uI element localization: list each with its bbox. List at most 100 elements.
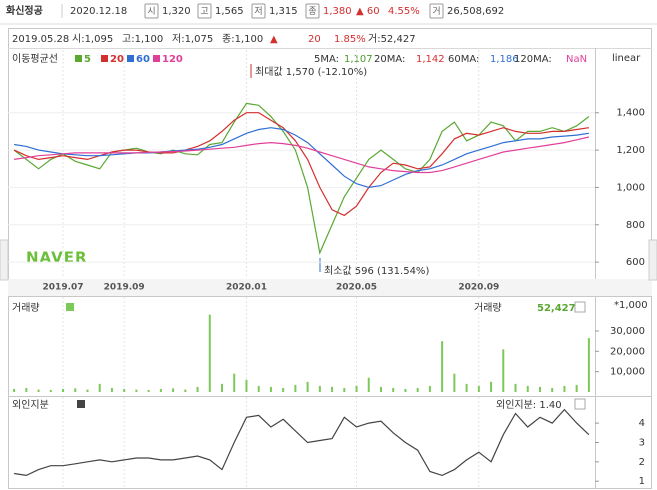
y-tick-label: 2 — [639, 457, 645, 468]
volume-bar — [135, 389, 138, 392]
close-button[interactable] — [574, 301, 586, 313]
volume-bar — [208, 314, 211, 392]
legend: 5 20 60 120 — [75, 54, 183, 65]
annotation: 최대값 1,570 (-12.10%) — [255, 66, 367, 78]
ma-value: NaN — [566, 54, 587, 65]
info-volume: 거:52,427 — [368, 33, 416, 45]
icon-box — [197, 3, 212, 19]
y-tick-label: 30,000 — [610, 326, 645, 337]
volume-bar — [343, 387, 346, 392]
icon: 종 — [308, 6, 316, 17]
info-line: 2019.05.28 시:1,095 고:1,100 저:1,075 종:1,1… — [12, 33, 416, 45]
legend-title: 이동평균선 — [12, 53, 58, 65]
y-tick-label: 4 — [639, 418, 645, 429]
volume-bar — [538, 386, 541, 392]
y-tick-label: 600 — [626, 257, 645, 268]
info-field: 저:1,075 — [172, 33, 213, 45]
header-value: 1,320 — [162, 6, 191, 17]
volume-bar — [416, 387, 419, 392]
volume-bar — [86, 389, 89, 392]
y-tick-label: 1 — [639, 476, 645, 487]
info-change: ▲ — [270, 34, 278, 45]
y-tick-label: 800 — [626, 220, 645, 231]
volume-bar — [441, 341, 444, 392]
panel-right-value: 52,427 — [537, 303, 576, 314]
volume-bar — [257, 385, 260, 392]
volume-bar — [110, 387, 113, 392]
info-change-value: 20 — [308, 34, 321, 45]
series-line — [14, 408, 590, 477]
volume-bar — [196, 386, 199, 392]
unit-label: *1,000 — [614, 300, 648, 311]
header-pct: 4.55% — [388, 6, 420, 17]
volume-bar — [428, 385, 431, 392]
header-change: ▲ 60 — [356, 6, 380, 17]
volume-bar — [379, 386, 382, 392]
series-line — [14, 127, 589, 189]
volume-bar — [514, 383, 517, 392]
volume-bar — [551, 387, 554, 392]
volume-bar — [355, 385, 358, 392]
volume-bar — [74, 388, 77, 392]
panel-swatch — [66, 303, 74, 311]
scroll-right[interactable] — [648, 239, 657, 281]
x-tick-label: 2020.01 — [226, 283, 267, 293]
header-value: 26,508,692 — [447, 6, 504, 17]
series-line — [13, 102, 590, 255]
header-bar — [0, 0, 657, 24]
ma-label: 5MA: — [314, 54, 339, 65]
volume-bar — [404, 388, 407, 392]
legend-swatch — [127, 55, 134, 62]
icon-box — [429, 3, 444, 19]
legend-label: 60 — [136, 54, 150, 65]
legend-swatch — [101, 55, 108, 62]
volume-bar — [575, 384, 578, 392]
close-button[interactable] — [574, 398, 586, 410]
ma-value: 1,107 — [344, 54, 373, 65]
volume-bar — [526, 385, 529, 392]
header-items: 시 1,320 고 1,565 저 1,315 종 1,380 ▲ 60 4.55% 거 26,508… — [144, 3, 504, 19]
y-tick-label: 20,000 — [610, 346, 645, 357]
icon: 거 — [432, 6, 440, 17]
icon: 고 — [200, 7, 208, 17]
volume-bar — [477, 385, 480, 392]
panel-title: 거래량 — [12, 302, 40, 314]
ma-label: 20MA: — [374, 54, 405, 65]
legend-label: 20 — [110, 54, 124, 65]
y-tick-label: 1,200 — [616, 145, 645, 156]
series-line — [13, 112, 589, 217]
info-field: 종:1,100 — [222, 33, 263, 45]
y-tick-label: 1,400 — [616, 108, 645, 119]
volume-bar — [123, 388, 126, 392]
watermark: NAVER — [26, 249, 88, 267]
volume-bar — [367, 377, 370, 392]
x-tick-label: 2020.09 — [458, 283, 499, 293]
volume-bar — [502, 349, 505, 392]
volume-bar — [331, 386, 334, 392]
volume-bar — [233, 373, 236, 392]
panel-right-label: 외인지분: 1.40 — [496, 399, 562, 411]
y-tick-label: 10,000 — [610, 367, 645, 378]
header-value: 1,565 — [215, 6, 244, 17]
volume-bar — [269, 386, 272, 392]
volume-bar — [37, 389, 40, 392]
info-field: 고:1,100 — [122, 34, 163, 45]
x-tick-label: 2019.09 — [104, 283, 145, 293]
x-axis-band — [8, 279, 652, 296]
icon-box — [251, 3, 266, 19]
volume-bar — [62, 388, 65, 392]
volume-bar — [294, 384, 297, 392]
legend-label: 120 — [162, 54, 183, 65]
volume-bar — [465, 383, 468, 392]
volume-bar — [453, 373, 456, 392]
volume-bar — [147, 389, 150, 392]
scroll-left[interactable] — [0, 239, 9, 281]
volume-bar — [172, 388, 175, 392]
series-line — [14, 136, 590, 174]
volume-bar — [49, 389, 52, 392]
volume-bar — [98, 383, 101, 392]
annotation: 최소값 596 (131.54%) — [324, 265, 429, 277]
stock-name: 화신정공 — [6, 4, 43, 17]
